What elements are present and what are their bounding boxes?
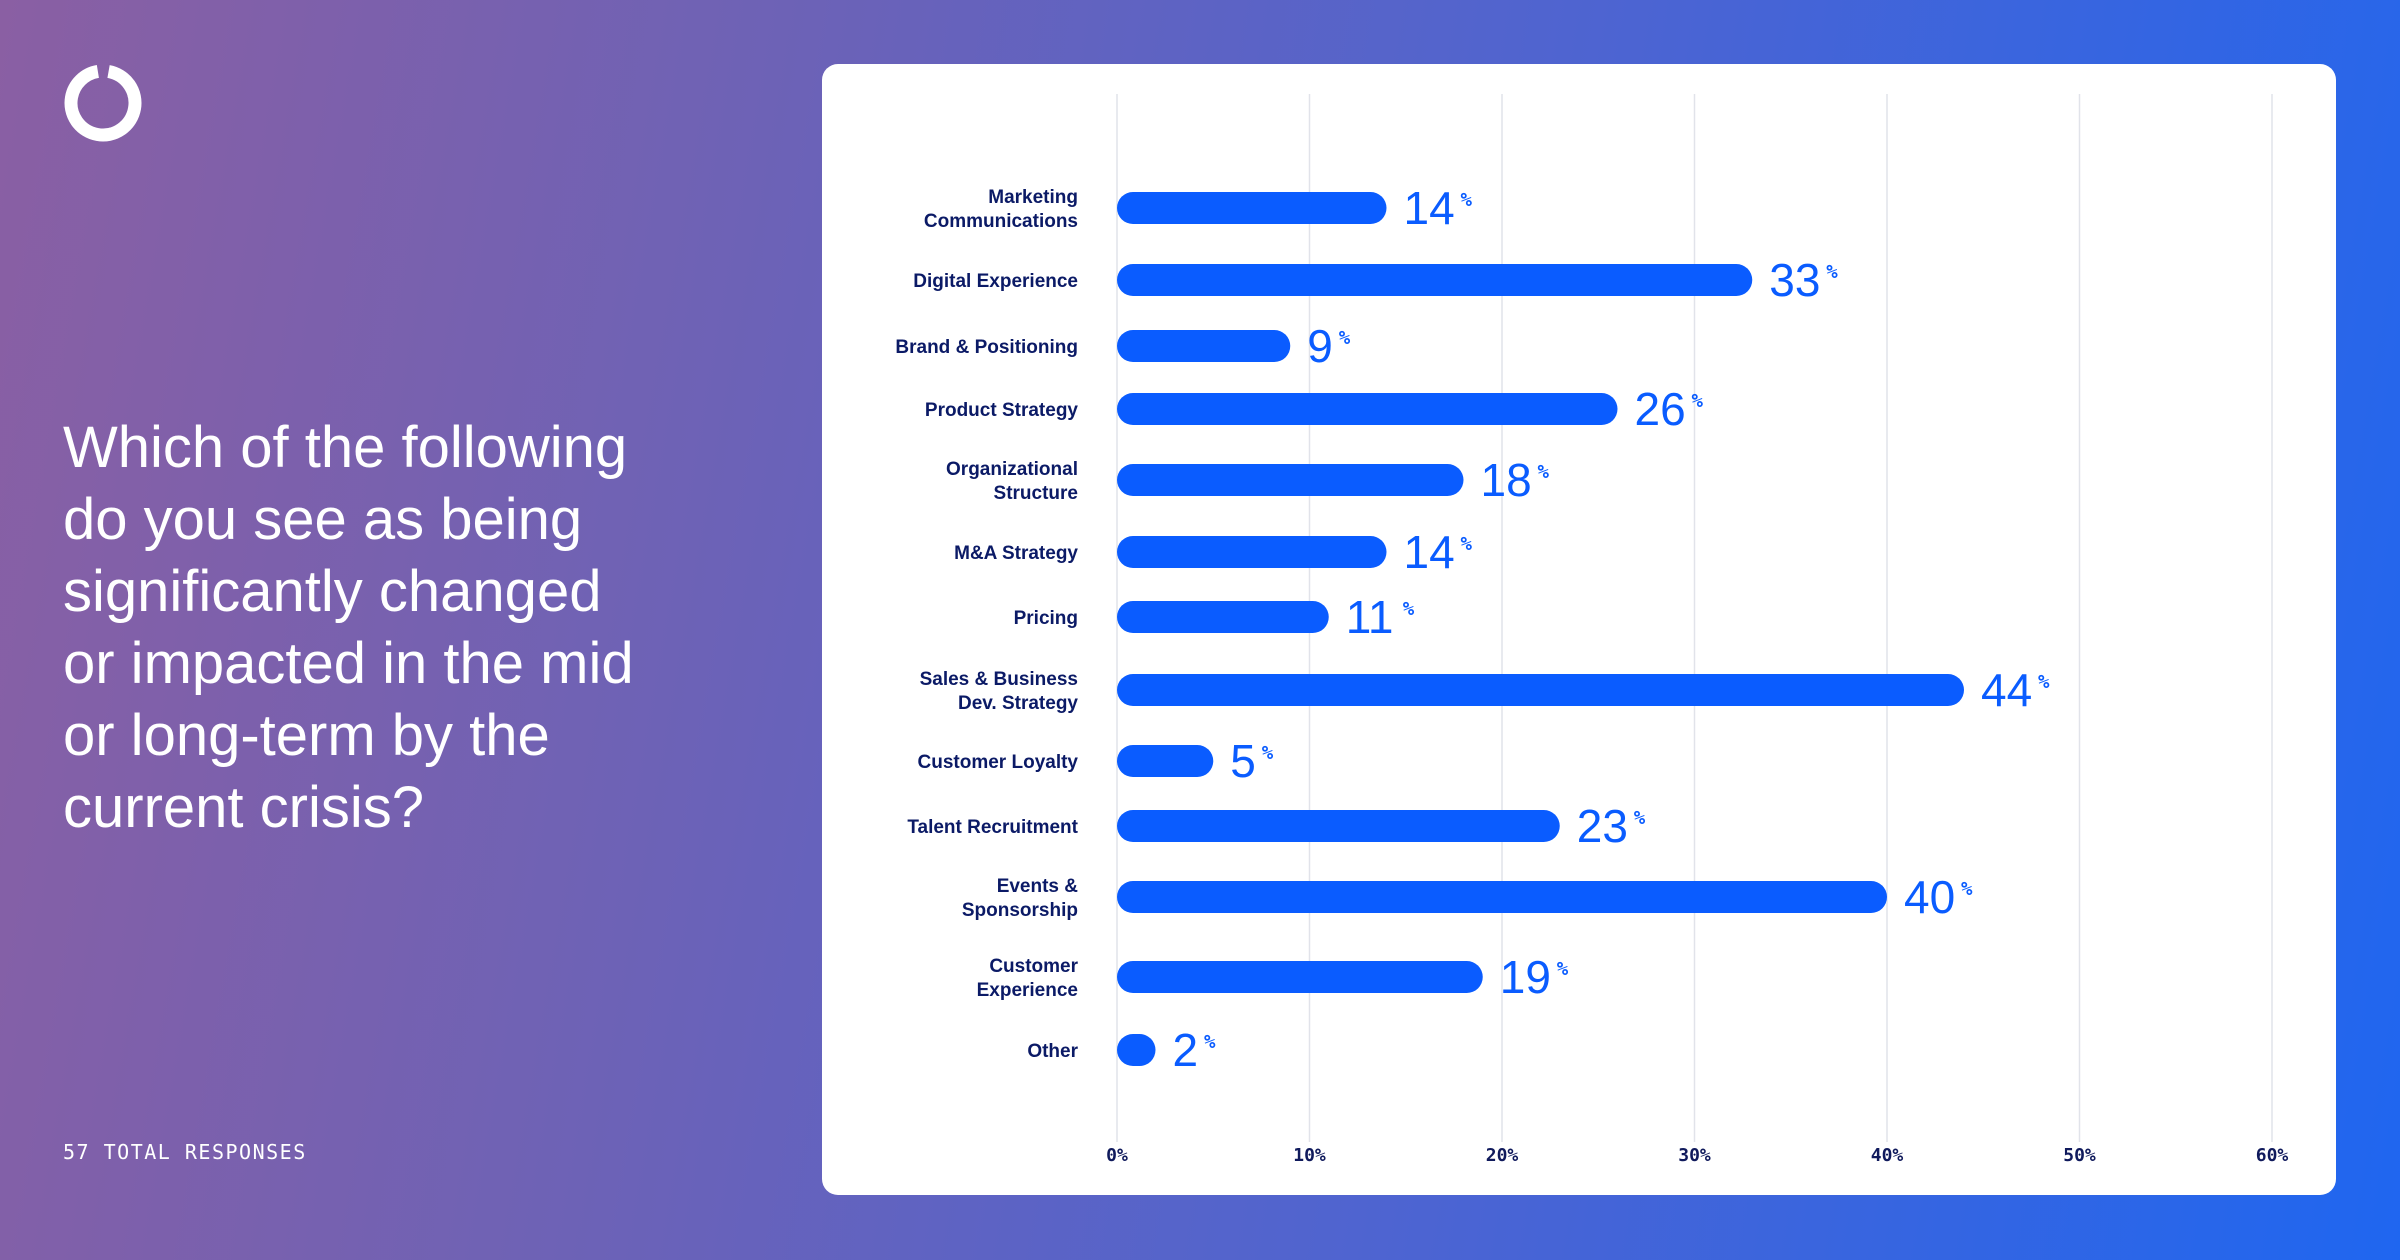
category-label: Sales & Business Dev. Strategy	[920, 669, 1079, 714]
value-label: 5	[1230, 735, 1256, 787]
x-tick-label: 30%	[1678, 1145, 1711, 1166]
x-tick-label: 10%	[1293, 1145, 1326, 1166]
x-tick-label: 60%	[2256, 1145, 2289, 1166]
bar	[1117, 745, 1214, 777]
category-label: Digital Experience	[913, 271, 1078, 292]
ring-logo-icon	[64, 64, 142, 142]
category-label: M&A Strategy	[954, 543, 1078, 564]
category-label: Customer Loyalty	[918, 752, 1079, 773]
bar	[1117, 601, 1329, 633]
percent-sign: %	[1204, 1031, 1216, 1053]
bar-chart: 0% 10% 20% 30% 40% 50% 60% Marketing Communicati…	[895, 94, 2289, 1166]
percent-sign: %	[1634, 807, 1646, 829]
value-label: 11	[1346, 591, 1394, 643]
bar	[1117, 264, 1753, 296]
bar	[1117, 330, 1291, 362]
value-label: 14	[1404, 182, 1455, 234]
bar	[1117, 961, 1483, 993]
percent-sign: %	[1961, 878, 1973, 900]
percent-sign: %	[1461, 533, 1473, 555]
x-tick-label: 20%	[1486, 1145, 1519, 1166]
value-label: 40	[1904, 871, 1955, 923]
bar	[1117, 881, 1887, 913]
category-label: Product Strategy	[925, 400, 1079, 421]
percent-sign: %	[1826, 261, 1838, 283]
bar	[1117, 393, 1618, 425]
value-label: 2	[1173, 1024, 1199, 1076]
total-responses: 57 TOTAL RESPONSES	[63, 1140, 307, 1164]
bar	[1117, 674, 1964, 706]
value-label: 23	[1577, 800, 1628, 852]
category-label: Other	[1027, 1041, 1078, 1062]
category-label: Organizational Structure	[946, 459, 1078, 504]
x-tick-label: 50%	[2063, 1145, 2096, 1166]
category-label: Brand & Positioning	[895, 337, 1078, 358]
category-label: Talent Recruitment	[907, 817, 1078, 838]
value-label: 44	[1981, 664, 2032, 716]
percent-sign: %	[1557, 958, 1569, 980]
percent-sign: %	[1262, 742, 1274, 764]
value-label: 19	[1500, 951, 1551, 1003]
category-label: Marketing Communications	[924, 187, 1078, 232]
value-label: 26	[1635, 383, 1686, 435]
percent-sign: %	[1692, 390, 1704, 412]
bar	[1117, 810, 1560, 842]
percent-sign: %	[1538, 461, 1550, 483]
value-label: 33	[1769, 254, 1820, 306]
x-tick-label: 40%	[1871, 1145, 1904, 1166]
survey-question: Which of the following do you see as bei…	[63, 415, 634, 840]
category-label: Pricing	[1014, 608, 1078, 629]
value-label: 9	[1307, 320, 1333, 372]
percent-sign: %	[2038, 671, 2050, 693]
x-tick-label: 0%	[1106, 1145, 1128, 1166]
value-label: 14	[1404, 526, 1455, 578]
chart-card: 0% 10% 20% 30% 40% 50% 60% Marketing Communicati…	[822, 64, 2336, 1195]
bar	[1117, 192, 1387, 224]
bar	[1117, 464, 1464, 496]
percent-sign: %	[1461, 189, 1473, 211]
category-label: Customer Experience	[977, 956, 1079, 1001]
bar	[1117, 536, 1387, 568]
category-label: Events & Sponsorship	[962, 876, 1078, 921]
percent-sign: %	[1403, 598, 1415, 620]
percent-sign: %	[1339, 327, 1351, 349]
value-label: 18	[1481, 454, 1532, 506]
bar	[1117, 1034, 1156, 1066]
